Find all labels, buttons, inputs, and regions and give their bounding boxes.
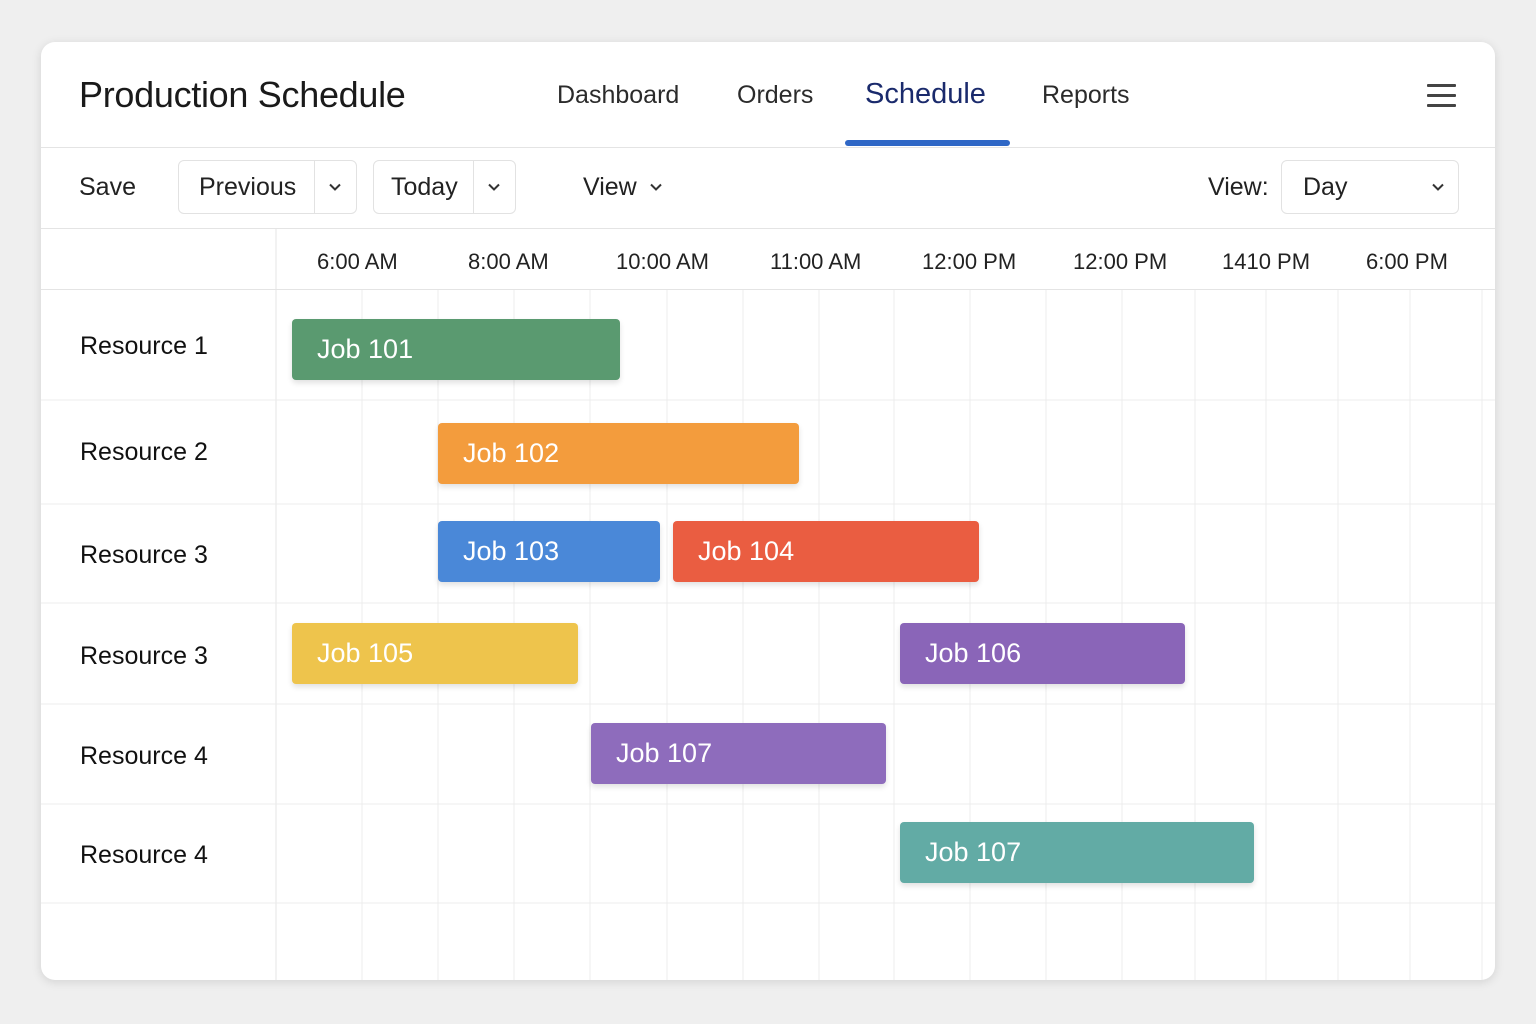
tab-reports[interactable]: Reports bbox=[1042, 81, 1130, 109]
page-title: Production Schedule bbox=[79, 74, 406, 115]
job-label: Job 107 bbox=[616, 738, 713, 768]
resource-label: Resource 1 bbox=[80, 332, 208, 360]
job-bar-107[interactable]: Job 107 bbox=[591, 723, 886, 784]
resource-label: Resource 2 bbox=[80, 438, 208, 466]
time-label: 12:00 PM bbox=[922, 249, 1017, 274]
resource-label: Resource 4 bbox=[80, 841, 208, 869]
job-label: Job 106 bbox=[925, 638, 1022, 668]
toolbar: Save Previous Today View View: Day bbox=[41, 148, 1495, 229]
hamburger-menu-icon[interactable] bbox=[1427, 84, 1456, 108]
today-split-button: Today bbox=[373, 160, 516, 214]
previous-split-button: Previous bbox=[178, 160, 357, 214]
job-bar-104[interactable]: Job 104 bbox=[673, 521, 979, 582]
time-label: 1410 PM bbox=[1222, 249, 1311, 274]
job-bar-107-b[interactable]: Job 107 bbox=[900, 822, 1254, 883]
job-label: Job 104 bbox=[698, 536, 795, 566]
view-select-label: View: bbox=[1208, 173, 1269, 201]
view-select-value: Day bbox=[1303, 173, 1348, 201]
time-label: 6:00 AM bbox=[317, 249, 398, 274]
active-tab-indicator bbox=[845, 140, 1010, 146]
time-label: 12:00 PM bbox=[1073, 249, 1168, 274]
chevron-down-icon[interactable] bbox=[326, 178, 344, 196]
time-label: 11:00 AM bbox=[770, 249, 862, 274]
job-label: Job 107 bbox=[925, 837, 1022, 867]
time-label: 10:00 AM bbox=[616, 249, 709, 274]
tab-schedule[interactable]: Schedule bbox=[865, 78, 986, 110]
job-label: Job 101 bbox=[317, 334, 414, 364]
resource-label: Resource 3 bbox=[80, 642, 208, 670]
job-bar-101[interactable]: Job 101 bbox=[292, 319, 620, 380]
tab-dashboard[interactable]: Dashboard bbox=[557, 81, 680, 109]
job-bar-103[interactable]: Job 103 bbox=[438, 521, 660, 582]
job-bar-102[interactable]: Job 102 bbox=[438, 423, 799, 484]
job-label: Job 105 bbox=[317, 638, 414, 668]
schedule-window: Production Schedule Dashboard Orders Sch… bbox=[41, 42, 1495, 980]
save-button[interactable]: Save bbox=[79, 173, 136, 201]
app-header: Production Schedule Dashboard Orders Sch… bbox=[41, 42, 1495, 148]
time-label: 8:00 AM bbox=[468, 249, 549, 274]
resource-label: Resource 4 bbox=[80, 742, 208, 770]
chevron-down-icon[interactable] bbox=[647, 178, 665, 196]
previous-button[interactable]: Previous bbox=[199, 173, 297, 201]
chevron-down-icon[interactable] bbox=[485, 178, 503, 196]
time-label: 6:00 PM bbox=[1366, 249, 1448, 274]
today-button[interactable]: Today bbox=[391, 173, 458, 201]
job-label: Job 102 bbox=[463, 438, 560, 468]
view-select[interactable]: Day bbox=[1281, 160, 1459, 214]
job-bar-106[interactable]: Job 106 bbox=[900, 623, 1185, 684]
chevron-down-icon bbox=[1429, 178, 1447, 196]
job-label: Job 103 bbox=[463, 536, 560, 566]
resource-label: Resource 3 bbox=[80, 541, 208, 569]
timeline-header: 6:00 AM 8:00 AM 10:00 AM 11:00 AM 12:00 … bbox=[41, 229, 1495, 290]
tab-orders[interactable]: Orders bbox=[737, 81, 814, 109]
view-menu-button[interactable]: View bbox=[583, 173, 637, 201]
job-bar-105[interactable]: Job 105 bbox=[292, 623, 578, 684]
